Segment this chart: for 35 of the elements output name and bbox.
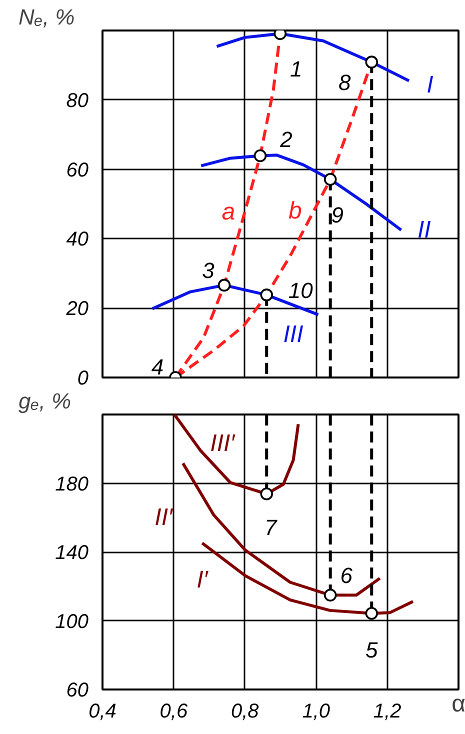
annotation: 10 — [288, 278, 314, 303]
series-label: I — [426, 71, 434, 98]
series-label: III′ — [210, 430, 236, 457]
series-label: I′ — [196, 566, 210, 594]
series-label: II — [418, 216, 432, 244]
annotation: 7 — [264, 514, 278, 540]
series-label: a — [222, 198, 236, 226]
annotation: 9 — [331, 202, 344, 228]
y-tick-label: 100 — [55, 610, 89, 633]
y-tick-label: 80 — [66, 90, 89, 112]
series-label: b — [288, 198, 302, 225]
annotation: 6 — [340, 563, 354, 588]
y-tick-label: 60 — [66, 680, 89, 702]
x-tick-label: 0,6 — [160, 700, 188, 722]
y-tick-label: 20 — [65, 298, 89, 320]
y-axis-title: Nₑ, % — [18, 4, 75, 30]
x-axis-title: α — [452, 690, 465, 718]
y-tick-label: 60 — [66, 159, 89, 182]
x-tick-label: 1,2 — [373, 700, 402, 722]
y-tick-label: 140 — [55, 542, 89, 564]
x-tick-label: 1,0 — [302, 700, 330, 722]
y-tick-label: 0 — [77, 368, 88, 390]
annotation: 2 — [279, 126, 292, 152]
annotation: 8 — [338, 70, 352, 96]
y-tick-label: 40 — [66, 228, 89, 251]
y-tick-label: 180 — [55, 473, 89, 496]
annotation: 3 — [202, 258, 216, 284]
series-label: II′ — [154, 504, 174, 532]
annotation: 1 — [290, 56, 302, 82]
x-tick-label: 0,4 — [88, 700, 116, 722]
annotation: 5 — [366, 637, 379, 662]
y-axis-title: gₑ, % — [18, 388, 72, 414]
x-tick-label: 0,8 — [231, 700, 259, 722]
annotation: 4 — [151, 354, 164, 380]
series-label: III — [283, 321, 304, 348]
